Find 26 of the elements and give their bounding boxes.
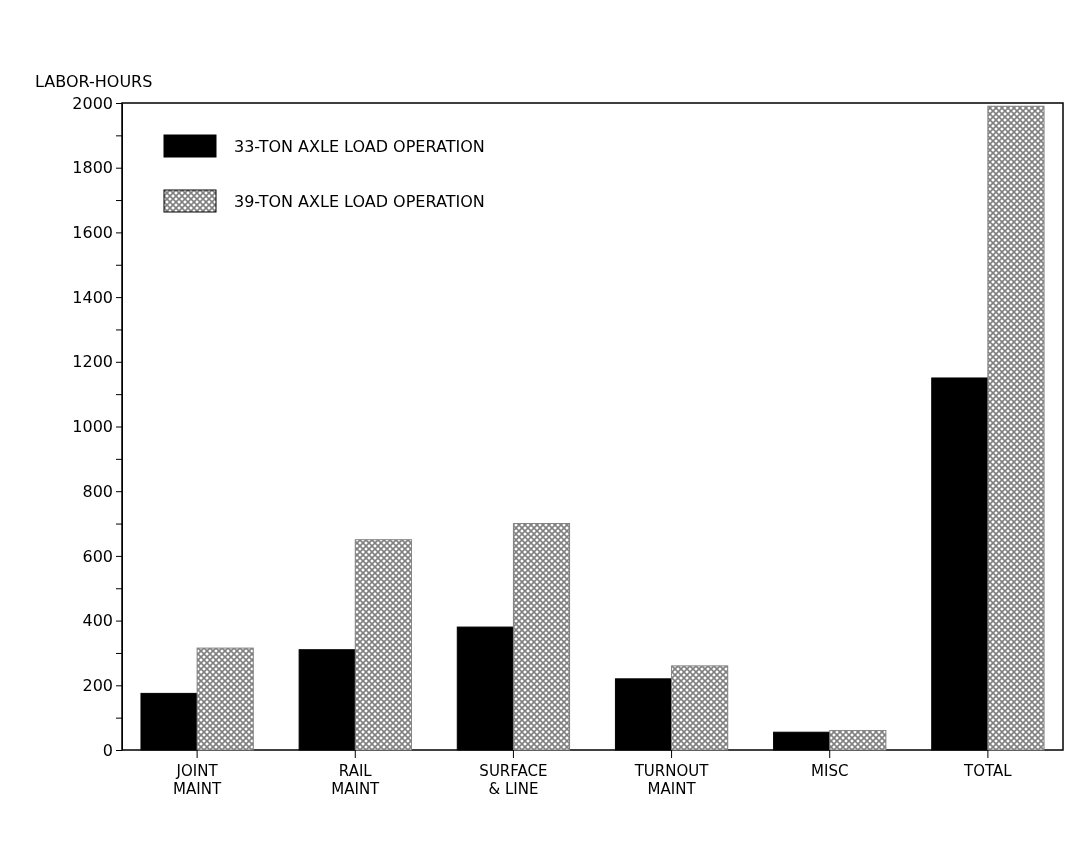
y-tick-label: 200: [82, 675, 113, 695]
y-tick-label: 600: [82, 546, 113, 566]
y-tick-label: 1200: [72, 352, 113, 372]
x-tick-label: JOINT MAINT: [173, 762, 222, 798]
bar: [196, 647, 254, 751]
x-tick-label: RAIL MAINT: [331, 762, 381, 798]
y-tick-label: 1400: [72, 287, 113, 307]
y-tick-label: 1800: [72, 158, 113, 178]
x-tick-label: MISC: [811, 762, 849, 780]
bar: [671, 665, 729, 751]
bar: [987, 105, 1045, 751]
y-axis-title: LABOR-HOURS: [35, 72, 153, 91]
bar: [512, 523, 571, 751]
y-tick-label: 800: [82, 481, 113, 501]
y-tick-label: 2000: [72, 93, 113, 113]
legend-label: 33-TON AXLE LOAD OPERATION: [234, 137, 485, 156]
y-tick-label: 0: [102, 740, 113, 760]
y-tick-label: 400: [82, 611, 113, 631]
y-tick-label: 1000: [72, 417, 113, 437]
bar: [829, 730, 887, 751]
x-tick-label: SURFACE & LINE: [479, 762, 548, 798]
bar: [354, 539, 412, 751]
legend-label: 39-TON AXLE LOAD OPERATION: [234, 192, 485, 211]
x-tick-label: TOTAL: [963, 762, 1013, 780]
y-tick-label: 1600: [72, 223, 113, 243]
x-tick-label: TURNOUT MAINT: [633, 762, 710, 798]
